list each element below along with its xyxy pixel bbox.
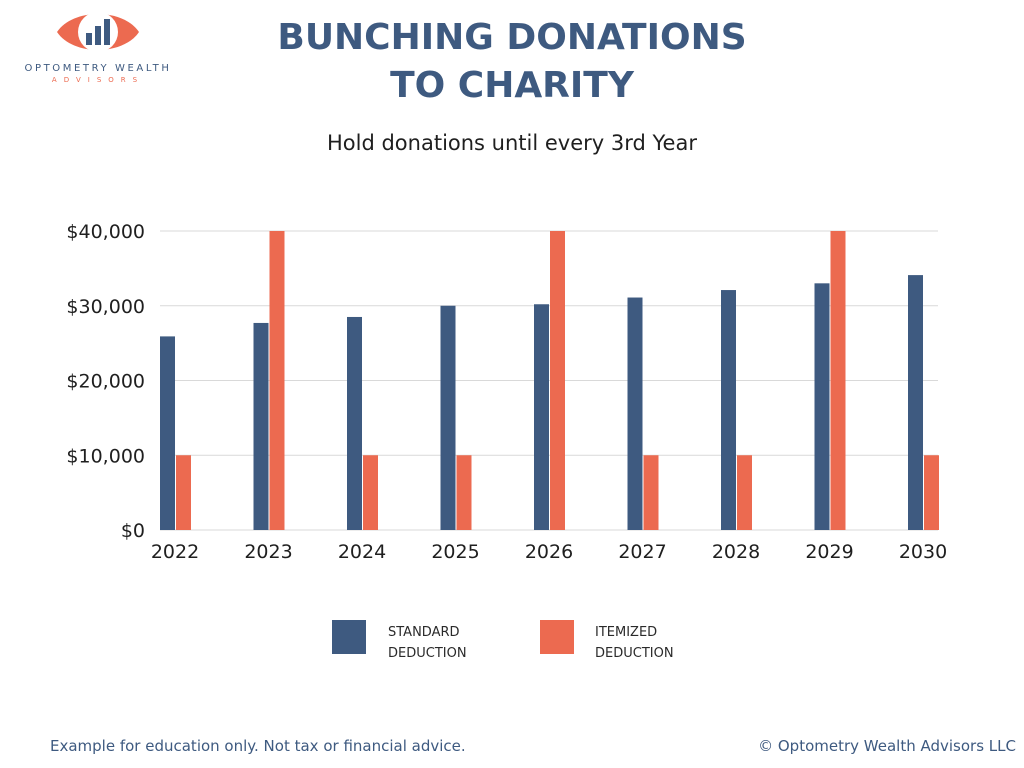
x-tick-label: 2030	[899, 541, 947, 563]
bar-itemized	[363, 455, 378, 530]
eye-bar-chart-icon	[57, 12, 139, 52]
bar-standard	[908, 275, 923, 530]
x-tick-label: 2023	[244, 541, 292, 563]
legend-label-itemized: ITEMIZED DEDUCTION	[595, 622, 674, 664]
logo-subtitle: ADVISORS	[51, 76, 145, 84]
logo-name: OPTOMETRY WEALTH	[24, 63, 172, 74]
bar-standard	[534, 304, 549, 530]
bar-itemized	[550, 231, 565, 530]
title-line-2: TO CHARITY	[390, 65, 634, 106]
bar-standard	[347, 316, 362, 530]
title-line-1: BUNCHING DONATIONS	[277, 17, 747, 58]
x-tick-label: 2027	[618, 541, 666, 563]
chart-subtitle: Hold donations until every 3rd Year	[327, 131, 697, 155]
bar-chart: $0$10,000$20,000$30,000$40,000 2022 2023 2…	[66, 221, 947, 563]
bar-standard	[440, 305, 456, 530]
y-tick-label: $30,000	[66, 296, 145, 318]
y-tick-label: $10,000	[66, 445, 145, 467]
bar-itemized	[737, 455, 752, 530]
legend-swatch-itemized	[540, 620, 574, 654]
bar-standard	[253, 322, 269, 530]
x-tick-label: 2022	[151, 541, 199, 563]
bar-standard	[160, 336, 175, 530]
bar-standard	[627, 297, 643, 530]
x-tick-label: 2024	[338, 541, 386, 563]
bar-itemized	[830, 231, 846, 530]
disclaimer: Example for education only. Not tax or f…	[50, 737, 466, 755]
x-axis-ticks: 2022 2023 2024 2025 2026 2027 2028 2029 2030	[151, 541, 947, 563]
legend-label-line: DEDUCTION	[388, 646, 467, 661]
y-axis-ticks: $0 $10,000 $20,000 $30,000 $40,000	[66, 221, 145, 542]
bar-itemized	[269, 231, 285, 530]
copyright: © Optometry Wealth Advisors LLC	[758, 737, 1016, 755]
x-tick-label: 2028	[712, 541, 760, 563]
y-tick-label: $0	[121, 520, 145, 542]
bar-standard	[721, 290, 736, 530]
bar-itemized	[176, 455, 191, 530]
x-tick-label: 2026	[525, 541, 573, 563]
legend-label-line: DEDUCTION	[595, 646, 674, 661]
y-tick-label: $40,000	[66, 221, 145, 243]
logo: OPTOMETRY WEALTH ADVISORS	[0, 0, 200, 100]
legend-label-line: ITEMIZED	[595, 625, 658, 640]
bar-itemized	[924, 455, 939, 530]
x-tick-label: 2025	[431, 541, 479, 563]
bar-itemized	[456, 455, 472, 530]
y-tick-label: $20,000	[66, 371, 145, 393]
page-title: BUNCHING DONATIONS TO CHARITY	[200, 14, 824, 110]
x-tick-label: 2029	[805, 541, 853, 563]
legend-swatch-standard	[332, 620, 366, 654]
legend-label-standard: STANDARD DEDUCTION	[388, 622, 467, 664]
bar-itemized	[643, 455, 659, 530]
bar-standard	[814, 283, 830, 530]
legend-label-line: STANDARD	[388, 625, 460, 640]
bars	[160, 231, 939, 530]
